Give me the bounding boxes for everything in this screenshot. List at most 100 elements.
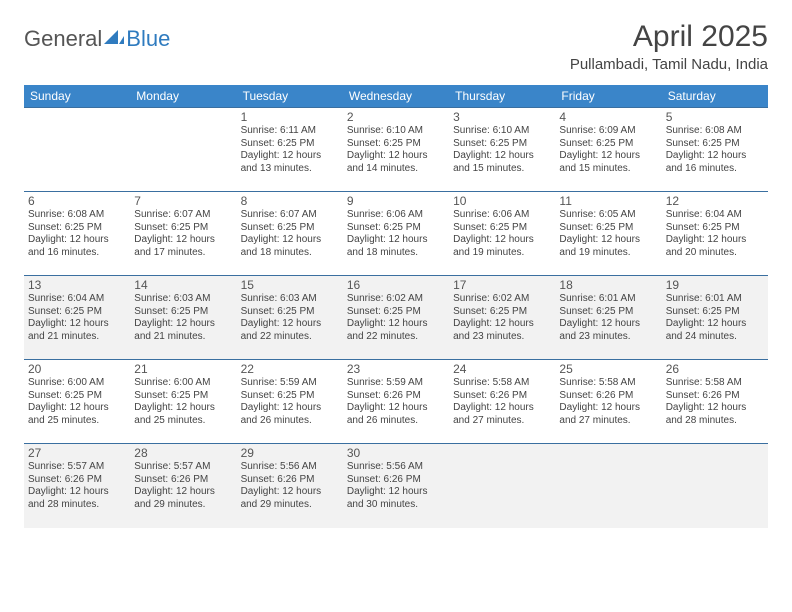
cell-line: and 16 minutes. (28, 247, 126, 260)
weekday-row: SundayMondayTuesdayWednesdayThursdayFrid… (24, 85, 768, 108)
cell-line: Sunset: 6:25 PM (134, 222, 232, 235)
cell-line: Sunrise: 6:11 AM (241, 125, 339, 138)
cell-line: Sunrise: 5:59 AM (347, 377, 445, 390)
calendar-cell (555, 444, 661, 528)
day-number: 25 (559, 362, 657, 376)
cell-body: Sunrise: 6:11 AMSunset: 6:25 PMDaylight:… (241, 125, 339, 175)
day-number: 13 (28, 278, 126, 292)
cell-line: Sunrise: 6:08 AM (666, 125, 764, 138)
cell-line: Sunset: 6:26 PM (241, 474, 339, 487)
cell-line: Sunset: 6:25 PM (666, 138, 764, 151)
cell-line: and 25 minutes. (134, 415, 232, 428)
day-number: 5 (666, 110, 764, 124)
cell-body: Sunrise: 6:06 AMSunset: 6:25 PMDaylight:… (347, 209, 445, 259)
cell-line: Sunrise: 6:06 AM (453, 209, 551, 222)
cell-line: and 24 minutes. (666, 331, 764, 344)
calendar-cell: 25Sunrise: 5:58 AMSunset: 6:26 PMDayligh… (555, 360, 661, 444)
calendar-cell: 20Sunrise: 6:00 AMSunset: 6:25 PMDayligh… (24, 360, 130, 444)
calendar-cell: 23Sunrise: 5:59 AMSunset: 6:26 PMDayligh… (343, 360, 449, 444)
day-number: 20 (28, 362, 126, 376)
cell-line: Daylight: 12 hours (666, 318, 764, 331)
cell-body: Sunrise: 5:58 AMSunset: 6:26 PMDaylight:… (559, 377, 657, 427)
calendar-cell: 14Sunrise: 6:03 AMSunset: 6:25 PMDayligh… (130, 276, 236, 360)
day-number: 10 (453, 194, 551, 208)
cell-line: Sunset: 6:25 PM (241, 306, 339, 319)
day-number: 21 (134, 362, 232, 376)
cell-line: and 27 minutes. (453, 415, 551, 428)
cell-line: Daylight: 12 hours (134, 318, 232, 331)
weekday-header: Sunday (24, 85, 130, 108)
cell-line: Sunrise: 6:10 AM (453, 125, 551, 138)
calendar-cell: 5Sunrise: 6:08 AMSunset: 6:25 PMDaylight… (662, 108, 768, 192)
day-number: 8 (241, 194, 339, 208)
calendar-cell: 24Sunrise: 5:58 AMSunset: 6:26 PMDayligh… (449, 360, 555, 444)
cell-line: Daylight: 12 hours (241, 486, 339, 499)
cell-line: Sunrise: 6:00 AM (28, 377, 126, 390)
cell-line: and 15 minutes. (453, 163, 551, 176)
calendar-table: SundayMondayTuesdayWednesdayThursdayFrid… (24, 85, 768, 528)
cell-line: Daylight: 12 hours (134, 402, 232, 415)
day-number: 16 (347, 278, 445, 292)
cell-line: and 23 minutes. (559, 331, 657, 344)
day-number: 23 (347, 362, 445, 376)
cell-line: Sunrise: 6:01 AM (559, 293, 657, 306)
cell-line: Sunset: 6:25 PM (453, 138, 551, 151)
day-number: 12 (666, 194, 764, 208)
weekday-header: Thursday (449, 85, 555, 108)
cell-line: and 19 minutes. (559, 247, 657, 260)
cell-body: Sunrise: 6:07 AMSunset: 6:25 PMDaylight:… (241, 209, 339, 259)
day-number: 30 (347, 446, 445, 460)
cell-line: Sunset: 6:25 PM (559, 222, 657, 235)
cell-line: Daylight: 12 hours (666, 402, 764, 415)
cell-line: and 21 minutes. (28, 331, 126, 344)
cell-body: Sunrise: 6:03 AMSunset: 6:25 PMDaylight:… (134, 293, 232, 343)
cell-line: Sunrise: 6:01 AM (666, 293, 764, 306)
cell-body: Sunrise: 6:10 AMSunset: 6:25 PMDaylight:… (453, 125, 551, 175)
calendar-cell: 21Sunrise: 6:00 AMSunset: 6:25 PMDayligh… (130, 360, 236, 444)
cell-line: Sunset: 6:25 PM (28, 390, 126, 403)
cell-line: Daylight: 12 hours (347, 150, 445, 163)
calendar-cell: 30Sunrise: 5:56 AMSunset: 6:26 PMDayligh… (343, 444, 449, 528)
day-number: 19 (666, 278, 764, 292)
weekday-header: Tuesday (237, 85, 343, 108)
cell-body: Sunrise: 6:06 AMSunset: 6:25 PMDaylight:… (453, 209, 551, 259)
title-block: April 2025 Pullambadi, Tamil Nadu, India (570, 20, 768, 73)
cell-body: Sunrise: 5:57 AMSunset: 6:26 PMDaylight:… (134, 461, 232, 511)
cell-line: Sunset: 6:26 PM (134, 474, 232, 487)
cell-line: and 18 minutes. (347, 247, 445, 260)
cell-line: Daylight: 12 hours (28, 402, 126, 415)
cell-line: Daylight: 12 hours (666, 234, 764, 247)
cell-line: Sunset: 6:25 PM (453, 222, 551, 235)
cell-body: Sunrise: 6:02 AMSunset: 6:25 PMDaylight:… (453, 293, 551, 343)
cell-line: Sunset: 6:26 PM (347, 390, 445, 403)
calendar-cell (130, 108, 236, 192)
calendar-row: 27Sunrise: 5:57 AMSunset: 6:26 PMDayligh… (24, 444, 768, 528)
logo-text-1: General (24, 26, 102, 52)
cell-line: Sunrise: 5:56 AM (347, 461, 445, 474)
cell-line: Daylight: 12 hours (134, 234, 232, 247)
calendar-row: 20Sunrise: 6:00 AMSunset: 6:25 PMDayligh… (24, 360, 768, 444)
cell-line: Sunset: 6:25 PM (666, 222, 764, 235)
calendar-cell: 13Sunrise: 6:04 AMSunset: 6:25 PMDayligh… (24, 276, 130, 360)
day-number: 24 (453, 362, 551, 376)
day-number: 4 (559, 110, 657, 124)
cell-line: Sunset: 6:25 PM (28, 222, 126, 235)
cell-line: Sunrise: 5:59 AM (241, 377, 339, 390)
cell-line: Sunrise: 6:09 AM (559, 125, 657, 138)
cell-line: Sunset: 6:25 PM (241, 138, 339, 151)
cell-body: Sunrise: 5:57 AMSunset: 6:26 PMDaylight:… (28, 461, 126, 511)
cell-line: and 21 minutes. (134, 331, 232, 344)
cell-line: Sunset: 6:25 PM (134, 390, 232, 403)
day-number: 26 (666, 362, 764, 376)
cell-line: and 16 minutes. (666, 163, 764, 176)
cell-line: Sunrise: 5:57 AM (28, 461, 126, 474)
calendar-cell: 1Sunrise: 6:11 AMSunset: 6:25 PMDaylight… (237, 108, 343, 192)
cell-line: and 22 minutes. (347, 331, 445, 344)
day-number: 29 (241, 446, 339, 460)
day-number: 22 (241, 362, 339, 376)
cell-line: Daylight: 12 hours (241, 318, 339, 331)
day-number: 14 (134, 278, 232, 292)
cell-line: and 26 minutes. (241, 415, 339, 428)
calendar-cell: 22Sunrise: 5:59 AMSunset: 6:25 PMDayligh… (237, 360, 343, 444)
cell-line: Sunset: 6:26 PM (559, 390, 657, 403)
